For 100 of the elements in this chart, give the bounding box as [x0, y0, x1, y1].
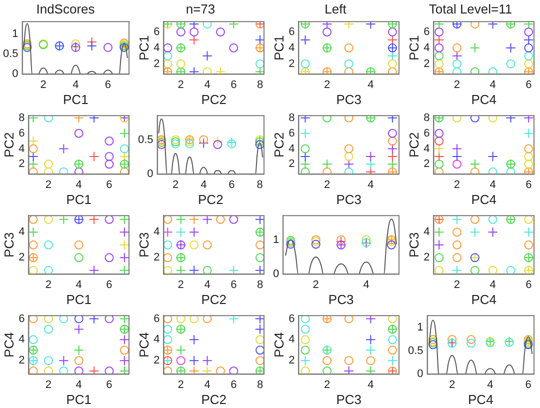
x-axis-title: PC4 [468, 392, 494, 407]
point [44, 240, 53, 250]
point [58, 355, 69, 366]
y-tick-label: 0.5 [408, 344, 424, 357]
y-axis-title: PC1 [136, 35, 152, 61]
y-axis-title: PC2 [271, 132, 286, 158]
point [164, 240, 172, 250]
point [119, 265, 129, 274]
point [470, 22, 480, 28]
point [104, 152, 114, 161]
point [228, 316, 239, 324]
point [188, 265, 200, 274]
point [254, 324, 264, 334]
point [366, 345, 376, 356]
point [344, 59, 354, 68]
point [387, 144, 398, 154]
y-tick-label: 0 [417, 368, 424, 380]
y-axis-title: PC1 [406, 35, 422, 61]
x-tick-label: 4 [76, 178, 82, 191]
point [344, 67, 354, 74]
y-tick-label: 4 [154, 42, 160, 54]
point [300, 34, 310, 46]
point [164, 335, 172, 344]
point [256, 59, 264, 68]
x-tick-label: 6 [228, 178, 235, 191]
point [387, 159, 398, 170]
x-tick-label: 2 [324, 178, 330, 191]
point [344, 152, 354, 161]
point [164, 366, 172, 374]
point [366, 159, 376, 170]
point [434, 51, 444, 60]
y-tick-label: 4 [18, 226, 25, 238]
point [120, 167, 129, 174]
point [119, 240, 129, 250]
x-tick-label: 6 [526, 178, 532, 191]
point [470, 67, 480, 74]
point [322, 167, 332, 174]
x-tick-label: 4 [487, 378, 494, 391]
x-tick-label: 4 [204, 78, 210, 91]
point [229, 43, 238, 52]
point [366, 366, 376, 374]
point [188, 355, 200, 366]
x-tick-label: 4 [368, 178, 374, 191]
point [202, 366, 212, 374]
y-tick-label: 4 [154, 226, 160, 238]
y-axis-title: PC2 [406, 132, 422, 158]
point [176, 316, 186, 324]
point [506, 42, 516, 53]
y-tick-label: 8 [18, 112, 25, 124]
point [300, 59, 310, 68]
point [452, 228, 462, 237]
point [434, 59, 444, 68]
x-tick-label: 4 [363, 278, 370, 291]
point [176, 366, 186, 374]
point [164, 43, 172, 52]
point [434, 128, 444, 138]
point [202, 316, 212, 324]
point [44, 266, 53, 274]
x-tick-label: 6 [106, 178, 112, 191]
y-tick-label: 8 [424, 112, 430, 124]
point [524, 227, 534, 238]
point [488, 167, 498, 174]
x-axis-title: PC3 [336, 92, 362, 107]
y-tick-label: 4 [424, 226, 430, 238]
point [74, 216, 84, 224]
point [119, 252, 129, 263]
y-tick-label: 2 [424, 158, 430, 170]
x-tick-label: 4 [200, 178, 207, 191]
point [44, 116, 53, 122]
line-series [158, 118, 264, 174]
x-tick-label: 8 [256, 378, 264, 391]
y-tick-label: 2 [288, 58, 295, 70]
y-tick-label: 6 [424, 26, 430, 38]
x-tick-label: 6 [230, 78, 237, 91]
point [452, 253, 462, 262]
point [202, 355, 212, 366]
point [452, 67, 462, 74]
point [119, 151, 129, 162]
point [44, 356, 53, 366]
x-tick-label: 8 [256, 278, 264, 291]
point [524, 27, 534, 36]
point [434, 27, 444, 36]
y-tick-label: 0 [272, 268, 280, 280]
point [524, 144, 534, 154]
point [256, 240, 264, 250]
y-tick-label: 4 [288, 142, 295, 155]
y-tick-label: 4 [424, 142, 430, 155]
x-tick-label: 2 [178, 278, 184, 291]
point [388, 59, 397, 68]
point [434, 34, 444, 46]
point [434, 43, 444, 52]
point [28, 240, 38, 250]
point [524, 128, 534, 138]
x-axis-title: PC3 [336, 192, 362, 207]
point [254, 316, 264, 324]
point [88, 265, 100, 274]
point [488, 266, 498, 274]
point [104, 136, 114, 146]
point [470, 159, 480, 170]
point [74, 316, 84, 324]
